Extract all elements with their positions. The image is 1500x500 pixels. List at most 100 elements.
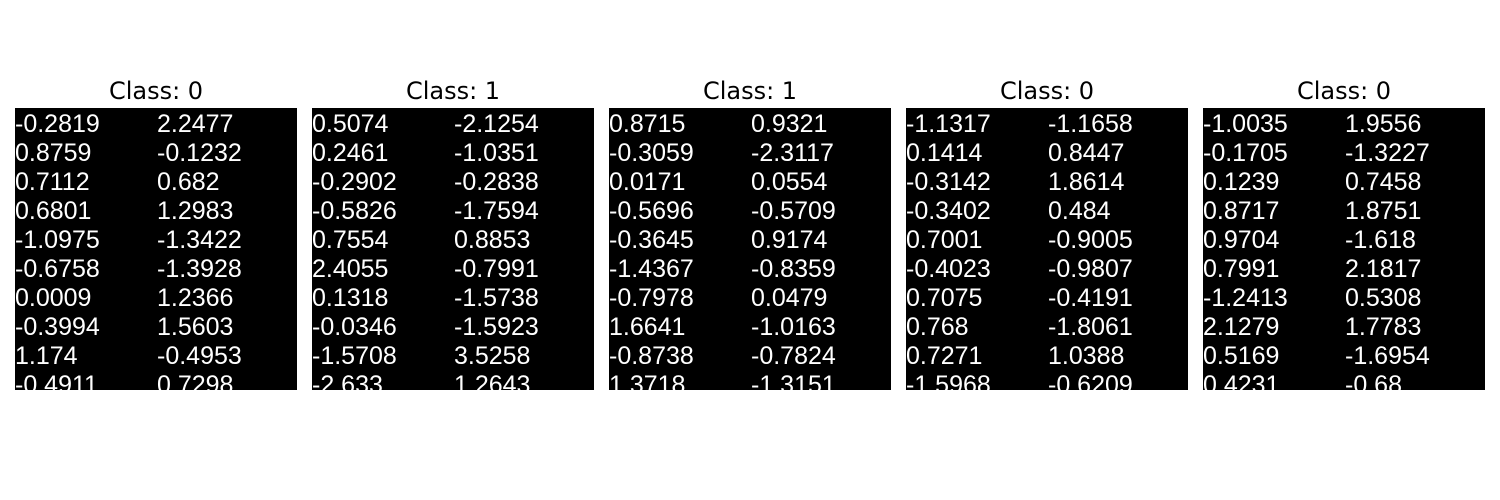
value-cell: 0.7001 [906,226,983,254]
value-row: -1.0975 -1.3422 [15,224,297,254]
value-cell: 0.8853 [454,226,531,254]
value-cell: -1.618 [1345,226,1416,254]
value-cell: -0.5826 [312,197,397,225]
value-cell: 0.8717 [1203,197,1280,225]
value-row: -0.3142 1.8614 [906,166,1188,196]
panel-title: Class: 0 [108,77,204,105]
value-row: 0.6801 1.2983 [15,195,297,225]
value-cell: 1.7783 [1345,313,1422,341]
value-cell: -1.3151 [751,371,836,390]
value-row: -1.5708 3.5258 [312,340,594,370]
value-cell: -0.5696 [609,197,694,225]
value-cell: -1.1317 [906,110,991,138]
value-cell: 1.2643 [454,371,531,390]
value-row: -0.0346 -1.5923 [312,311,594,341]
value-row: 1.174 -0.4953 [15,340,297,370]
value-cell: 0.1414 [906,139,983,167]
value-cell: 1.3718 [609,371,686,390]
value-cell: 0.7554 [312,226,389,254]
value-row: 0.7271 1.0388 [906,340,1188,370]
value-cell: -1.0035 [1203,110,1288,138]
value-cell: -1.5738 [454,284,539,312]
value-cell: -0.2902 [312,168,397,196]
value-row: -0.4911 0.7298 [15,369,297,390]
value-cell: -1.0975 [15,226,100,254]
value-cell: 2.1817 [1345,255,1422,283]
value-cell: 1.6641 [609,313,686,341]
value-cell: 0.2461 [312,139,389,167]
value-cell: -1.7594 [454,197,539,225]
value-cell: 0.1318 [312,284,389,312]
data-image: -1.0035 1.9556 -0.1705 -1.3227 0.1239 0.7458 0… [1203,108,1485,390]
value-cell: -0.6209 [1048,371,1133,390]
value-cell: -1.2413 [1203,284,1288,312]
value-cell: -0.4911 [15,371,98,390]
value-row: -1.2413 0.5308 [1203,282,1485,312]
value-cell: -1.0163 [751,313,836,341]
value-cell: 2.2477 [157,110,234,138]
value-cell: -0.9807 [1048,255,1133,283]
panel-title: Class: 1 [702,77,798,105]
value-cell: 2.1279 [1203,313,1280,341]
value-cell: -1.4367 [609,255,694,283]
value-cell: 0.0554 [751,168,828,196]
value-cell: -2.633 [312,371,383,390]
value-cell: -0.2819 [15,110,100,138]
value-cell: 0.682 [157,168,220,196]
value-cell: 0.0479 [751,284,828,312]
value-row: -1.1317 -1.1658 [906,108,1188,138]
value-cell: 0.8715 [609,110,686,138]
value-cell: 0.7271 [906,342,983,370]
value-cell: -1.5708 [312,342,397,370]
value-cell: 0.7458 [1345,168,1422,196]
value-row: -0.2819 2.2477 [15,108,297,138]
class-panel: Class: 0 -1.0035 1.9556 -0.1705 -1.3227 0.123… [1203,74,1485,390]
value-cell: 3.5258 [454,342,531,370]
value-row: 2.1279 1.7783 [1203,311,1485,341]
value-cell: 1.0388 [1048,342,1125,370]
value-cell: 0.5308 [1345,284,1422,312]
value-row: 0.7112 0.682 [15,166,297,196]
value-cell: 0.8759 [15,139,92,167]
value-row: -0.8738 -0.7824 [609,340,891,370]
value-cell: -1.1658 [1048,110,1133,138]
value-cell: 0.5169 [1203,342,1280,370]
value-cell: -1.0351 [454,139,539,167]
value-row: -0.6758 -1.3928 [15,253,297,283]
value-cell: 1.8614 [1048,168,1125,196]
value-cell: 0.5074 [312,110,389,138]
value-cell: 0.7298 [157,371,234,390]
value-row: -0.5826 -1.7594 [312,195,594,225]
value-cell: -0.1705 [1203,139,1288,167]
value-cell: -0.68 [1345,371,1402,390]
value-cell: -0.4191 [1048,284,1133,312]
value-cell: -0.4953 [157,342,242,370]
value-cell: -2.3117 [751,139,834,167]
value-row: -0.1705 -1.3227 [1203,137,1485,167]
value-cell: -0.0346 [312,313,397,341]
value-cell: 0.484 [1048,197,1111,225]
value-row: 0.8717 1.8751 [1203,195,1485,225]
panel-title: Class: 0 [999,77,1095,105]
value-row: 0.1414 0.8447 [906,137,1188,167]
value-cell: -1.8061 [1048,313,1133,341]
class-panel: Class: 1 0.5074 -2.1254 0.2461 -1.0351 -0.290… [312,74,594,390]
value-cell: 1.2983 [157,197,234,225]
value-cell: -0.9005 [1048,226,1133,254]
value-row: 1.3718 -1.3151 [609,369,891,390]
data-image: -0.2819 2.2477 0.8759 -0.1232 0.7112 0.682 0.6… [15,108,297,390]
value-row: -1.0035 1.9556 [1203,108,1485,138]
value-cell: 0.0009 [15,284,92,312]
value-cell: -0.3645 [609,226,694,254]
value-cell: -0.8738 [609,342,694,370]
value-row: 0.7001 -0.9005 [906,224,1188,254]
value-cell: 0.9174 [751,226,828,254]
value-cell: -1.5968 [906,371,991,390]
value-cell: 0.7991 [1203,255,1280,283]
value-row: -0.3402 0.484 [906,195,1188,225]
value-row: 0.7554 0.8853 [312,224,594,254]
value-row: 0.1318 -1.5738 [312,282,594,312]
value-cell: -0.1232 [157,139,242,167]
value-row: -0.7978 0.0479 [609,282,891,312]
value-row: -1.4367 -0.8359 [609,253,891,283]
